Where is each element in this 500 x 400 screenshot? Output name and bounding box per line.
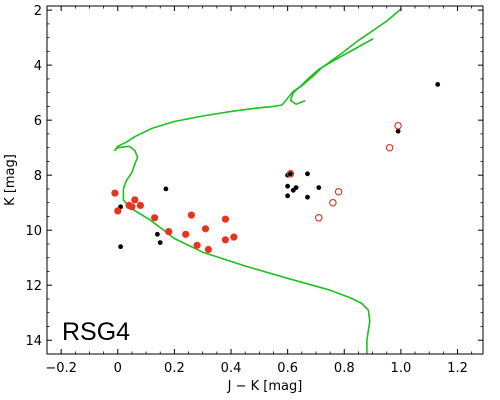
y-axis-label: K [mag] (3, 154, 18, 206)
red-open-point-3 (334, 187, 343, 196)
black-point-15 (118, 244, 123, 250)
isochrone-line-1 (289, 38, 374, 105)
red-open-point-5 (315, 214, 323, 222)
red-open-point-1 (385, 143, 394, 152)
black-point-14 (157, 240, 163, 246)
x-tick-label-1: 0 (114, 361, 122, 376)
black-point-13 (155, 231, 160, 237)
isochrone-line-0 (114, 8, 402, 354)
red-filled-point-14 (221, 236, 229, 244)
black-point-0 (435, 82, 441, 87)
black-point-4 (305, 171, 310, 177)
red-filled-point-0 (111, 189, 119, 197)
x-tick-label-0: −0.2 (45, 361, 77, 376)
y-tick-label-4: 10 (25, 224, 42, 239)
x-tick-label-7: 1.2 (447, 361, 468, 376)
black-point-5 (285, 183, 290, 189)
black-point-1 (395, 128, 401, 134)
plot-frame (46, 5, 484, 355)
black-point-10 (316, 185, 322, 191)
black-point-8 (305, 194, 310, 200)
x-tick-label-4: 0.6 (277, 361, 298, 376)
red-filled-point-1 (114, 207, 122, 215)
x-tick-label-2: 0.2 (164, 361, 185, 376)
red-filled-point-9 (182, 230, 190, 238)
red-filled-point-7 (165, 228, 173, 236)
ticks-layer: −0.2 0 0.2 0.4 0.6 0.8 1.0 1.2 2 4 6 8 10 12 14 (25, 4, 483, 376)
y-tick-label-0: 2 (34, 4, 42, 19)
red-filled-point-12 (204, 245, 212, 254)
black-point-7 (293, 185, 299, 191)
chart-annotation: RSG4 (62, 318, 130, 346)
y-tick-label-6: 14 (25, 334, 42, 349)
y-tick-label-1: 4 (34, 59, 42, 74)
x-tick-label-5: 0.8 (334, 361, 355, 376)
x-tick-label-6: 1.0 (391, 361, 412, 376)
red-filled-point-4 (128, 203, 136, 211)
red-open-point-0 (394, 121, 402, 130)
x-tick-label-3: 0.4 (221, 361, 242, 376)
y-tick-label-2: 6 (34, 114, 42, 129)
black-point-11 (163, 186, 169, 192)
red-filled-point-6 (151, 214, 159, 222)
y-tick-label-3: 8 (34, 169, 42, 184)
black-point-9 (285, 193, 290, 199)
black-point-3 (288, 171, 293, 177)
red-filled-point-10 (201, 225, 210, 233)
red-filled-point-5 (136, 201, 144, 209)
x-axis-label: J − K [mag] (227, 379, 303, 394)
series-layer (111, 8, 441, 354)
red-filled-point-11 (193, 241, 201, 249)
red-filled-point-13 (221, 215, 229, 223)
red-filled-point-15 (230, 233, 238, 241)
red-filled-point-2 (131, 196, 139, 204)
red-open-point-2 (286, 170, 295, 178)
red-filled-point-8 (187, 211, 195, 219)
red-open-point-4 (329, 198, 337, 207)
y-tick-label-5: 12 (25, 279, 42, 294)
